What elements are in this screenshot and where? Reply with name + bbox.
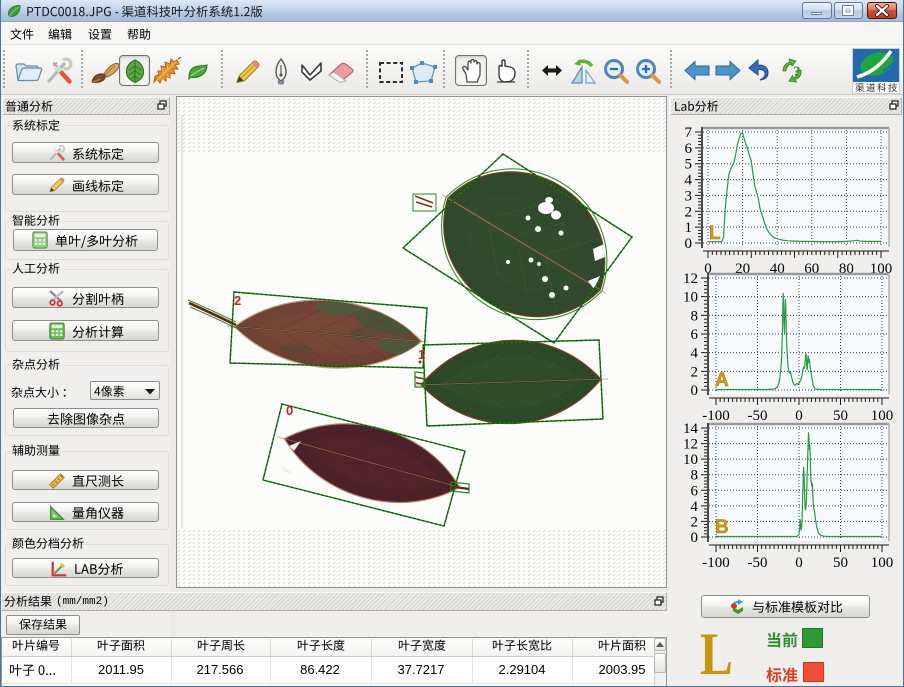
svg-text:2: 2 bbox=[691, 364, 699, 380]
svg-text:14: 14 bbox=[683, 421, 699, 437]
svg-text:4: 4 bbox=[685, 173, 693, 189]
svg-text:100: 100 bbox=[871, 555, 894, 571]
svg-text:5: 5 bbox=[685, 157, 693, 173]
svg-text:0: 0 bbox=[286, 403, 293, 418]
svg-text:12: 12 bbox=[683, 271, 698, 287]
svg-text:2: 2 bbox=[234, 293, 241, 308]
svg-text:1: 1 bbox=[685, 220, 693, 236]
svg-text:12: 12 bbox=[683, 437, 698, 453]
svg-text:0: 0 bbox=[795, 555, 803, 571]
svg-text:B: B bbox=[715, 517, 729, 538]
svg-text:2: 2 bbox=[691, 514, 699, 530]
svg-text:3: 3 bbox=[685, 188, 693, 204]
svg-text:-100: -100 bbox=[702, 408, 730, 424]
svg-text:-50: -50 bbox=[748, 408, 768, 424]
svg-text:1: 1 bbox=[418, 347, 425, 362]
svg-text:4: 4 bbox=[691, 346, 699, 362]
svg-text:10: 10 bbox=[683, 290, 698, 306]
svg-text:0: 0 bbox=[704, 261, 712, 277]
svg-text:0: 0 bbox=[691, 383, 699, 399]
svg-text:6: 6 bbox=[691, 483, 699, 499]
svg-text:4: 4 bbox=[691, 499, 699, 515]
svg-text:0: 0 bbox=[685, 236, 693, 252]
svg-text:10: 10 bbox=[683, 452, 698, 468]
svg-text:8: 8 bbox=[691, 308, 699, 324]
svg-text:-100: -100 bbox=[702, 555, 730, 571]
svg-text:2: 2 bbox=[685, 204, 693, 220]
svg-text:7: 7 bbox=[685, 125, 693, 141]
svg-text:6: 6 bbox=[691, 327, 699, 343]
svg-text:6: 6 bbox=[685, 141, 693, 157]
svg-text:?: ? bbox=[793, 64, 801, 80]
svg-text:0: 0 bbox=[691, 530, 699, 546]
svg-text:L: L bbox=[709, 223, 721, 244]
svg-text:8: 8 bbox=[691, 468, 699, 484]
svg-text:-50: -50 bbox=[748, 555, 768, 571]
svg-text:100: 100 bbox=[871, 408, 894, 424]
svg-text:A: A bbox=[715, 370, 729, 391]
svg-text:50: 50 bbox=[833, 408, 848, 424]
svg-text:50: 50 bbox=[833, 555, 848, 571]
svg-text:0: 0 bbox=[795, 408, 803, 424]
